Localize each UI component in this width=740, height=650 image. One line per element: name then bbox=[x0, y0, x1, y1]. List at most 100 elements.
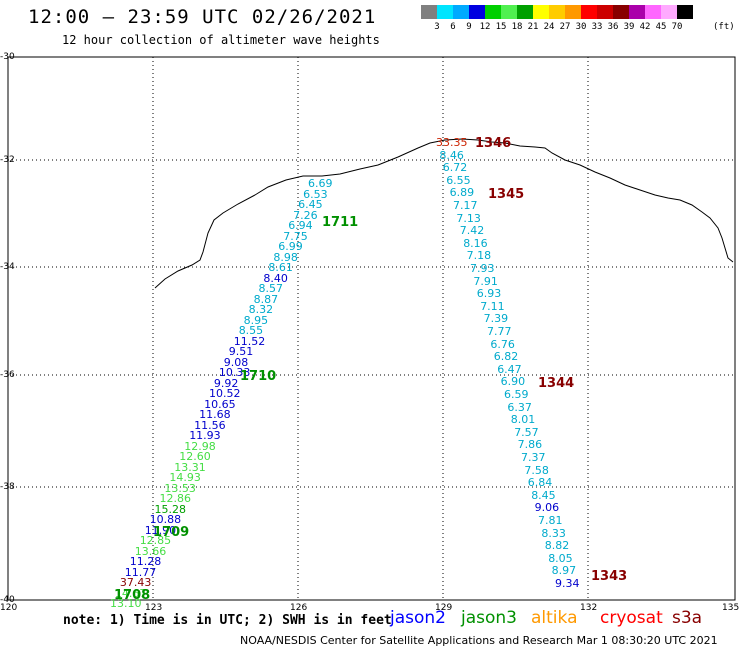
wave-height-value: 6.94 bbox=[288, 219, 313, 232]
wave-height-value: 8.05 bbox=[548, 551, 573, 565]
wave-height-value: 7.77 bbox=[487, 325, 512, 338]
colorbar-swatch bbox=[581, 5, 597, 19]
wave-height-value: 7.17 bbox=[453, 199, 478, 212]
pass-time-label: 1711 bbox=[322, 215, 359, 230]
latitude-label: -32 bbox=[0, 155, 15, 165]
longitude-label: 135 bbox=[722, 603, 740, 613]
wave-height-value: 6.72 bbox=[442, 161, 468, 175]
wave-height-value: 9.92 bbox=[213, 376, 239, 390]
latitude-label: -40 bbox=[0, 595, 15, 605]
wave-height-value: 11.56 bbox=[194, 418, 226, 432]
pass-time-label: 1344 bbox=[538, 376, 575, 391]
wave-height-value: 9.34 bbox=[555, 577, 580, 590]
colorbar-swatch bbox=[613, 5, 629, 19]
latitude-label: -34 bbox=[0, 262, 15, 272]
wave-height-value: 6.55 bbox=[446, 173, 471, 187]
pass-time-label: 1346 bbox=[475, 136, 512, 151]
wave-height-value: 11.68 bbox=[199, 408, 231, 421]
wave-height-value: 14.93 bbox=[169, 471, 201, 484]
wave-height-value: 7.91 bbox=[473, 274, 498, 288]
wave-height-value: 13.53 bbox=[164, 481, 196, 495]
wave-height-value: 8.55 bbox=[238, 324, 264, 337]
colorbar-swatch bbox=[549, 5, 565, 19]
wave-height-value: 11.77 bbox=[124, 565, 157, 579]
wave-height-value: 8.16 bbox=[463, 236, 488, 250]
wave-height-value: 7.11 bbox=[480, 299, 505, 313]
colorbar-tick-label: 12 bbox=[479, 22, 491, 32]
colorbar-tick-label: 39 bbox=[623, 22, 635, 32]
colorbar-tick-label: 3 bbox=[434, 22, 440, 32]
wave-height-value: 7.81 bbox=[538, 514, 563, 527]
wave-height-value: 6.89 bbox=[449, 186, 475, 200]
colorbar-tick-label: 21 bbox=[527, 22, 539, 32]
colorbar-swatch bbox=[645, 5, 661, 19]
wave-height-value: 8.87 bbox=[253, 292, 279, 306]
wave-height-colorbar bbox=[421, 5, 693, 20]
wave-height-value: 10.52 bbox=[209, 387, 241, 400]
legend-cryosat: cryosat bbox=[600, 608, 663, 628]
colorbar-swatch bbox=[485, 5, 501, 19]
wave-height-value: 7.39 bbox=[483, 312, 509, 326]
wave-height-value: 8.61 bbox=[268, 261, 293, 274]
wave-height-value: 7.13 bbox=[456, 211, 481, 225]
wave-height-value: 7.37 bbox=[521, 451, 546, 464]
wave-height-value: 12.85 bbox=[139, 534, 172, 547]
wave-height-value: 7.75 bbox=[283, 229, 308, 243]
pass-time-label: 1708 bbox=[114, 588, 151, 603]
wave-height-value: 10.65 bbox=[204, 397, 236, 411]
colorbar-swatch bbox=[629, 5, 645, 19]
credit-line: NOAA/NESDIS Center for Satellite Applica… bbox=[240, 634, 718, 647]
wave-height-value: 6.59 bbox=[504, 388, 529, 401]
colorbar-tick-label: 45 bbox=[655, 22, 667, 32]
wave-height-value: 13.10 bbox=[110, 597, 142, 610]
wave-height-value: 14.67 bbox=[114, 586, 147, 600]
wave-height-value: 8.01 bbox=[510, 413, 536, 427]
wave-height-value: 7.86 bbox=[517, 438, 543, 452]
wave-height-value: 10.88 bbox=[149, 513, 182, 526]
map-frame bbox=[7, 56, 736, 601]
wave-height-value: 15.28 bbox=[154, 502, 187, 516]
coastline bbox=[154, 138, 734, 289]
longitude-label: 120 bbox=[0, 603, 18, 613]
colorbar-tick-label: 30 bbox=[575, 22, 587, 32]
graticule bbox=[8, 57, 735, 600]
pass-time-label: 1709 bbox=[153, 525, 190, 540]
wave-height-value: 8.45 bbox=[531, 488, 556, 502]
colorbar-unit: (ft) bbox=[713, 22, 735, 32]
colorbar-swatch bbox=[501, 5, 517, 19]
wave-height-value: 10.33 bbox=[218, 366, 251, 379]
wave-height-value: 7.93 bbox=[470, 262, 495, 275]
colorbar-tick-label: 36 bbox=[607, 22, 619, 32]
wave-height-value: 11.90 bbox=[144, 523, 177, 537]
colorbar-tick-label: 18 bbox=[511, 22, 523, 32]
wave-height-value: 6.76 bbox=[490, 337, 515, 351]
longitude-label: 132 bbox=[580, 603, 598, 613]
wave-height-value: 12.86 bbox=[159, 492, 192, 505]
wave-height-value: 8.97 bbox=[551, 564, 577, 578]
wave-height-value: 6.69 bbox=[308, 177, 333, 190]
colorbar-tick-label: 6 bbox=[450, 22, 456, 32]
chart-title: 12:00 – 23:59 UTC 02/26/2021 bbox=[28, 6, 377, 28]
wave-height-value: 7.42 bbox=[459, 224, 485, 238]
wave-height-value: 9.06 bbox=[534, 501, 560, 515]
wave-height-value: 6.82 bbox=[493, 350, 519, 364]
colorbar-swatch bbox=[677, 5, 693, 19]
colorbar-swatch bbox=[437, 5, 453, 19]
wave-height-value: 37.43 bbox=[119, 576, 152, 589]
wave-height-value: 7.57 bbox=[514, 425, 539, 439]
wave-height-value: 6.93 bbox=[476, 287, 502, 301]
colorbar-tick-labels: 3 6 9 12 15 18 21 24 27 30 33 36 39 42 45 70 bbox=[421, 22, 740, 34]
latitude-label: -38 bbox=[0, 482, 15, 492]
colorbar-tick-label: 15 bbox=[495, 22, 507, 32]
wave-height-value: 6.90 bbox=[500, 375, 526, 389]
wave-height-value: 9.51 bbox=[228, 345, 254, 358]
wave-height-value: 11.28 bbox=[129, 555, 162, 568]
footnote: note: 1) Time is in UTC; 2) SWH is in fe… bbox=[63, 613, 392, 628]
wave-height-value: 6.45 bbox=[298, 198, 323, 211]
wave-height-value: 8.57 bbox=[258, 282, 284, 295]
longitude-label: 129 bbox=[435, 603, 453, 613]
colorbar-tick-label: 9 bbox=[466, 22, 472, 32]
wave-height-value: 7.18 bbox=[466, 249, 492, 263]
wave-height-value: 7.58 bbox=[524, 463, 549, 477]
